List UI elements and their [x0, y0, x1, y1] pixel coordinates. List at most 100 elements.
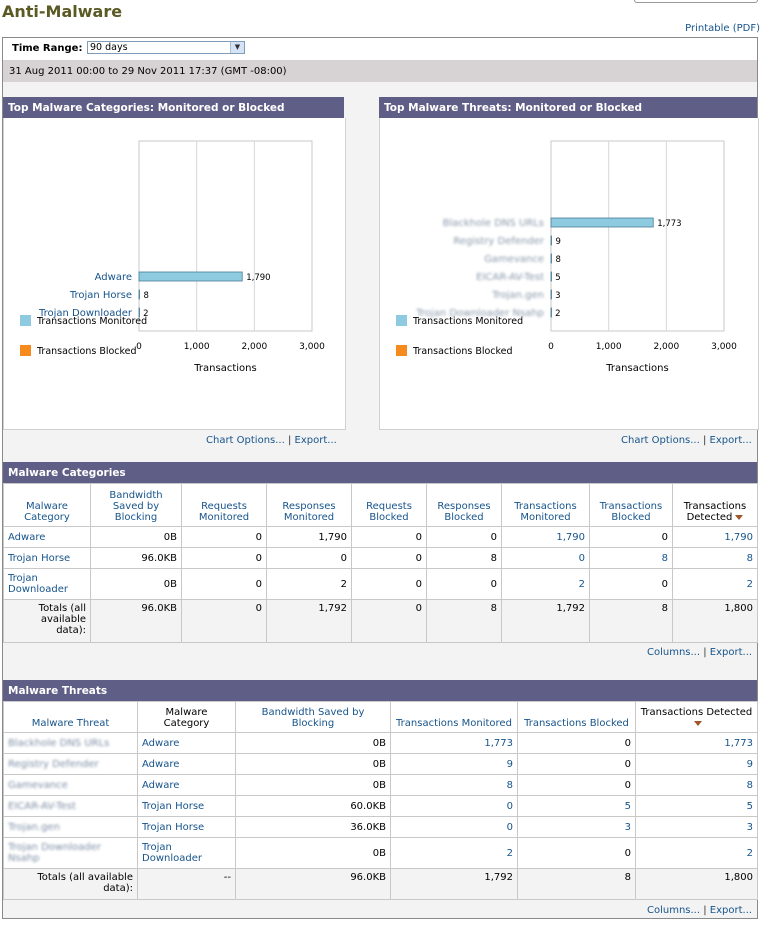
- malware-category-link[interactable]: Trojan Downloader: [142, 842, 202, 864]
- malware-category-link[interactable]: Trojan Downloader: [8, 573, 68, 595]
- malware-threat-link[interactable]: Blackhole DNS URLs: [8, 737, 110, 749]
- category-label[interactable]: Registry Defender: [453, 236, 544, 247]
- malware-threat-link[interactable]: Registry Defender: [8, 758, 99, 770]
- malware-threat-cell: Gamevance: [3, 774, 138, 796]
- category-label[interactable]: Trojan Downloader: [38, 308, 133, 319]
- chart-export-link[interactable]: Export...: [294, 435, 337, 446]
- malware-category-link[interactable]: Adware: [8, 531, 46, 543]
- chevron-down-icon[interactable]: ▼: [230, 42, 244, 53]
- col-responses-blocked[interactable]: Responses Blocked: [426, 483, 502, 527]
- malware-category-link[interactable]: Trojan Horse: [142, 821, 205, 833]
- malware-threat-link[interactable]: Trojan.gen: [8, 821, 60, 833]
- table-cell: 0: [517, 774, 636, 796]
- col-transactions-monitored[interactable]: Transactions Monitored: [390, 701, 518, 733]
- table-export-link[interactable]: Export...: [709, 647, 753, 658]
- chart-export-link[interactable]: Export...: [709, 435, 752, 446]
- transactions-monitored-link[interactable]: 8: [506, 779, 513, 791]
- col-requests-monitored[interactable]: Requests Monitored: [181, 483, 267, 527]
- col-bandwidth-saved[interactable]: Bandwidth Saved by Blocking: [90, 483, 182, 527]
- printable-pdf-link[interactable]: Printable (PDF): [685, 23, 760, 34]
- col-transactions-detected[interactable]: Transactions Detected: [635, 701, 758, 733]
- category-label[interactable]: Gamevance: [484, 254, 544, 265]
- chart-options-link[interactable]: Chart Options...: [206, 435, 285, 446]
- transactions-detected-cell: 9: [635, 753, 758, 775]
- col-transactions-blocked[interactable]: Transactions Blocked: [517, 701, 636, 733]
- transactions-detected-link[interactable]: 5: [746, 800, 753, 812]
- chart-options-link[interactable]: Chart Options...: [621, 435, 700, 446]
- transactions-monitored-link[interactable]: 1,790: [556, 531, 585, 543]
- malware-category-link[interactable]: Trojan Horse: [142, 800, 205, 812]
- legend-blocked: Transactions Blocked: [36, 346, 137, 357]
- transactions-monitored-link[interactable]: 9: [506, 758, 513, 770]
- threats-chart-title: Top Malware Threats: Monitored or Blocke…: [384, 102, 643, 114]
- transactions-blocked-link[interactable]: 8: [661, 552, 668, 564]
- threats-table-links: Columns... | Export...: [647, 905, 752, 916]
- malware-category-link[interactable]: Adware: [142, 779, 180, 791]
- malware-category-link[interactable]: Adware: [142, 737, 180, 749]
- columns-link[interactable]: Columns...: [647, 905, 701, 916]
- transactions-monitored-link[interactable]: 0: [578, 552, 585, 564]
- col-transactions-detected[interactable]: Transactions Detected: [672, 483, 758, 527]
- totals-cell: 1,792: [266, 599, 352, 643]
- table-cell: 0: [351, 547, 427, 569]
- category-label[interactable]: Trojan.gen: [491, 290, 544, 301]
- totals-cell: 96.0KB: [90, 599, 182, 643]
- col-requests-blocked[interactable]: Requests Blocked: [351, 483, 427, 527]
- transactions-detected-link[interactable]: 1,790: [724, 531, 753, 543]
- table-cell: 0: [517, 732, 636, 754]
- category-label[interactable]: Adware: [95, 272, 132, 283]
- col-malware-category[interactable]: Malware Category: [3, 483, 91, 527]
- categories-chart-title: Top Malware Categories: Monitored or Blo…: [8, 102, 285, 114]
- transactions-monitored-link[interactable]: 2: [578, 578, 585, 590]
- threats-chart-panel: 0 1,000 2,000 3,000 Transactions 1,773 Blackho…: [379, 118, 759, 430]
- time-range-select[interactable]: 90 days ▼: [87, 41, 245, 54]
- category-label[interactable]: Trojan Downloader Nsahp: [415, 308, 544, 319]
- bar-monitored: [138, 289, 140, 300]
- totals-cell: 8: [426, 599, 502, 643]
- transactions-monitored-link[interactable]: 0: [506, 821, 513, 833]
- report-frame: Time Range: 90 days ▼ 31 Aug 2011 00:00 …: [2, 37, 759, 919]
- transactions-detected-link[interactable]: 3: [746, 821, 753, 833]
- malware-threat-link[interactable]: Trojan Downloader Nsahp: [8, 842, 102, 864]
- col-transactions-monitored[interactable]: Transactions Monitored: [501, 483, 590, 527]
- transactions-monitored-link[interactable]: 2: [506, 847, 513, 859]
- transactions-detected-cell: 8: [672, 547, 758, 569]
- col-responses-monitored[interactable]: Responses Monitored: [266, 483, 352, 527]
- malware-threat-link[interactable]: EICAR-AV-Test: [8, 800, 76, 812]
- col-bandwidth-saved[interactable]: Bandwidth Saved by Blocking: [235, 701, 391, 733]
- malware-category-link[interactable]: Adware: [142, 758, 180, 770]
- table-cell: 2: [266, 568, 352, 600]
- col-transactions-blocked[interactable]: Transactions Blocked: [589, 483, 673, 527]
- table-cell: 8: [426, 547, 502, 569]
- transactions-detected-link[interactable]: 2: [746, 847, 753, 859]
- bar-monitored: [550, 217, 654, 228]
- date-range-bar: 31 Aug 2011 00:00 to 29 Nov 2011 17:37 (…: [3, 60, 757, 82]
- transactions-blocked-cell: 5: [517, 795, 636, 817]
- category-label[interactable]: Blackhole DNS URLs: [443, 218, 544, 229]
- malware-category-link[interactable]: Trojan Horse: [8, 552, 71, 564]
- category-label[interactable]: EICAR-AV-Test: [476, 272, 544, 283]
- transactions-detected-link[interactable]: 8: [746, 552, 753, 564]
- table-export-link[interactable]: Export...: [709, 905, 753, 916]
- transactions-detected-link[interactable]: 9: [746, 758, 753, 770]
- transactions-monitored-link[interactable]: 0: [506, 800, 513, 812]
- data-label: 2: [555, 309, 560, 319]
- table-cell: 0: [426, 568, 502, 600]
- sort-descending-icon[interactable]: [735, 514, 744, 520]
- threats-chart-header: Top Malware Threats: Monitored or Blocke…: [379, 97, 757, 118]
- transactions-blocked-link[interactable]: 3: [624, 821, 631, 833]
- transactions-detected-link[interactable]: 1,773: [724, 737, 753, 749]
- malware-threat-link[interactable]: Gamevance: [8, 779, 68, 791]
- columns-link[interactable]: Columns...: [647, 647, 701, 658]
- col-malware-threat[interactable]: Malware Threat: [3, 701, 138, 733]
- categories-table: Malware Category Bandwidth Saved by Bloc…: [3, 483, 758, 643]
- transactions-blocked-link[interactable]: 5: [624, 800, 631, 812]
- transactions-monitored-link[interactable]: 1,773: [484, 737, 513, 749]
- table-cell: 0: [351, 526, 427, 548]
- sort-descending-icon[interactable]: [694, 720, 702, 726]
- transactions-detected-link[interactable]: 8: [746, 779, 753, 791]
- transactions-detected-link[interactable]: 2: [746, 578, 753, 590]
- category-label[interactable]: Trojan Horse: [69, 290, 132, 301]
- totals-cell: 0: [351, 599, 427, 643]
- malware-threat-cell: Blackhole DNS URLs: [3, 732, 138, 754]
